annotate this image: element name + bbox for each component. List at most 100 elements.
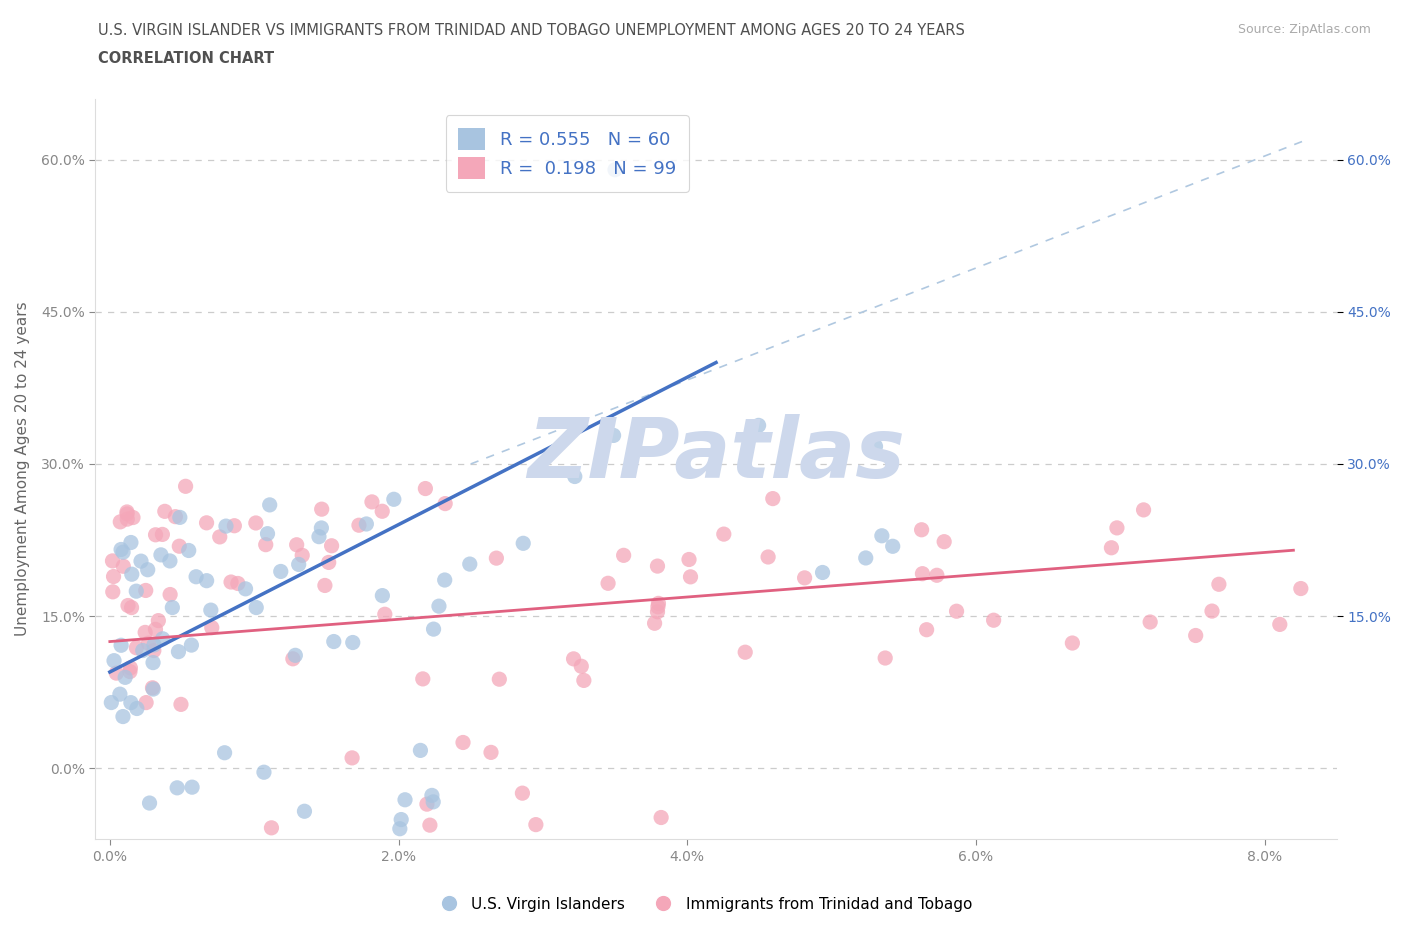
Point (415, 481, 437, 496)
Point (569, 658, 592, 673)
Point (281, 651, 304, 666)
Point (121, 600, 143, 615)
Point (143, 637, 166, 652)
Point (356, 516, 378, 531)
Point (284, 648, 307, 663)
Point (512, 786, 534, 801)
Point (117, 598, 139, 613)
Point (294, 804, 316, 818)
Point (882, 538, 904, 553)
Point (983, 613, 1005, 628)
Point (105, 666, 128, 681)
Point (762, 491, 785, 506)
Point (138, 795, 160, 810)
Point (371, 588, 394, 603)
Point (564, 469, 586, 484)
Point (596, 576, 619, 591)
Point (479, 745, 502, 760)
Point (647, 604, 669, 619)
Point (117, 512, 139, 526)
Point (647, 596, 669, 611)
Point (166, 780, 188, 795)
Point (322, 634, 344, 649)
Point (855, 551, 877, 565)
Point (260, 820, 283, 835)
Point (793, 570, 815, 585)
Point (120, 535, 142, 550)
Point (142, 655, 165, 670)
Point (1132, 502, 1154, 517)
Point (142, 644, 165, 658)
Point (110, 638, 132, 653)
Point (602, 428, 624, 443)
Point (159, 587, 181, 602)
Point (748, 418, 770, 432)
Point (311, 501, 333, 516)
Point (811, 565, 834, 580)
Point (259, 498, 281, 512)
Point (148, 613, 170, 628)
Point (169, 538, 191, 553)
Point (318, 555, 340, 570)
Point (165, 510, 187, 525)
Point (603, 163, 626, 178)
Point (201, 620, 224, 635)
Point (125, 584, 148, 599)
Point (103, 569, 125, 584)
Point (458, 557, 481, 572)
Point (416, 797, 439, 812)
Point (572, 673, 595, 688)
Point (136, 563, 159, 578)
Point (1099, 540, 1122, 555)
Point (149, 548, 172, 563)
Point (1289, 581, 1312, 596)
Point (121, 566, 143, 581)
Point (422, 794, 444, 809)
Point (138, 636, 160, 651)
Point (153, 504, 176, 519)
Point (101, 553, 124, 568)
Point (870, 528, 893, 543)
Point (321, 538, 343, 553)
Point (291, 548, 314, 563)
Point (865, 439, 887, 454)
Point (340, 751, 363, 765)
Point (388, 821, 411, 836)
Point (1105, 521, 1128, 536)
Point (115, 507, 138, 522)
Point (1208, 577, 1230, 591)
Point (118, 664, 141, 679)
Point (169, 510, 191, 525)
Point (125, 701, 148, 716)
Point (613, 548, 636, 563)
Point (134, 625, 156, 640)
Point (394, 792, 416, 807)
Point (647, 559, 669, 574)
Point (125, 641, 148, 656)
Point (1268, 617, 1291, 631)
Point (910, 523, 932, 538)
Point (142, 682, 165, 697)
Legend: R = 0.555   N = 60, R =  0.198   N = 99: R = 0.555 N = 60, R = 0.198 N = 99 (446, 115, 689, 192)
Point (678, 552, 700, 567)
Y-axis label: Unemployment Among Ages 20 to 24 years: Unemployment Among Ages 20 to 24 years (15, 301, 30, 636)
Point (512, 536, 534, 551)
Point (1062, 635, 1084, 650)
Point (170, 697, 193, 711)
Point (734, 644, 756, 659)
Point (152, 631, 174, 646)
Text: ZIPatlas: ZIPatlas (527, 414, 905, 495)
Point (224, 518, 246, 533)
Point (285, 538, 308, 552)
Point (115, 504, 138, 519)
Point (875, 651, 897, 666)
Point (135, 583, 157, 598)
Point (451, 735, 474, 750)
Point (122, 510, 145, 525)
Legend: U.S. Virgin Islanders, Immigrants from Trinidad and Tobago: U.S. Virgin Islanders, Immigrants from T… (427, 891, 979, 918)
Point (713, 526, 735, 541)
Point (1139, 615, 1161, 630)
Point (150, 527, 173, 542)
Point (184, 569, 207, 584)
Point (159, 553, 181, 568)
